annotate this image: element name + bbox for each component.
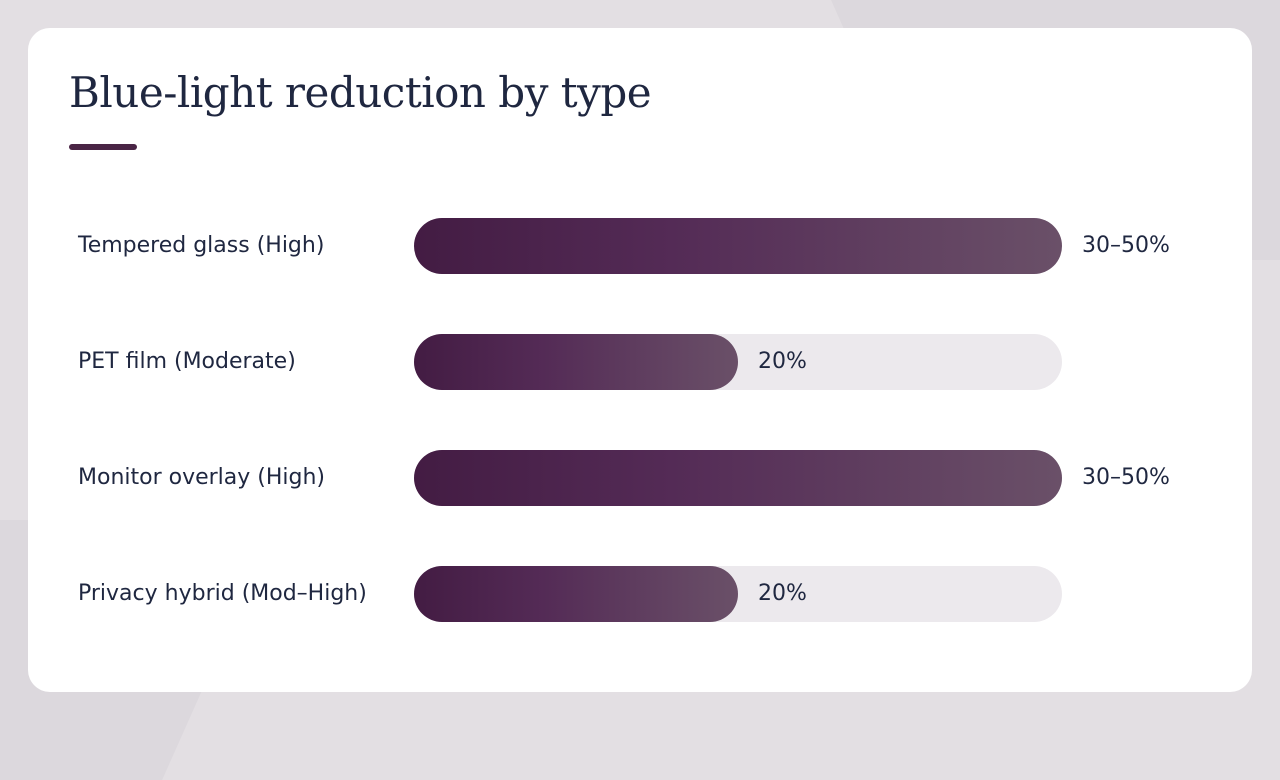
category-label: Monitor overlay (High) (78, 465, 326, 490)
bar-row: PET film (Moderate) 20% (28, 334, 1252, 390)
bar (414, 566, 738, 622)
bar (414, 218, 1062, 274)
data-label: 20% (758, 581, 807, 606)
data-label: 20% (758, 349, 807, 374)
data-label: 30–50% (1082, 233, 1170, 258)
bar-row: Monitor overlay (High) 30–50% (28, 450, 1252, 506)
title-underline (69, 144, 137, 150)
chart-title: Blue-light reduction by type (69, 68, 652, 117)
bar (414, 450, 1062, 506)
bar-track (414, 450, 1062, 506)
bar-track (414, 218, 1062, 274)
data-label: 30–50% (1082, 465, 1170, 490)
bar-row: Privacy hybrid (Mod–High) 20% (28, 566, 1252, 622)
category-label: PET film (Moderate) (78, 349, 296, 374)
bar (414, 334, 738, 390)
bar-track (414, 566, 1062, 622)
bar-chart: Tempered glass (High) 30–50% PET film (Mod… (28, 28, 1252, 692)
bar-track (414, 334, 1062, 390)
category-label: Privacy hybrid (Mod–High) (78, 581, 367, 606)
bar-row: Tempered glass (High) 30–50% (28, 218, 1252, 274)
category-label: Tempered glass (High) (78, 233, 325, 258)
chart-card: Blue-light reduction by type Tempered gl… (28, 28, 1252, 692)
